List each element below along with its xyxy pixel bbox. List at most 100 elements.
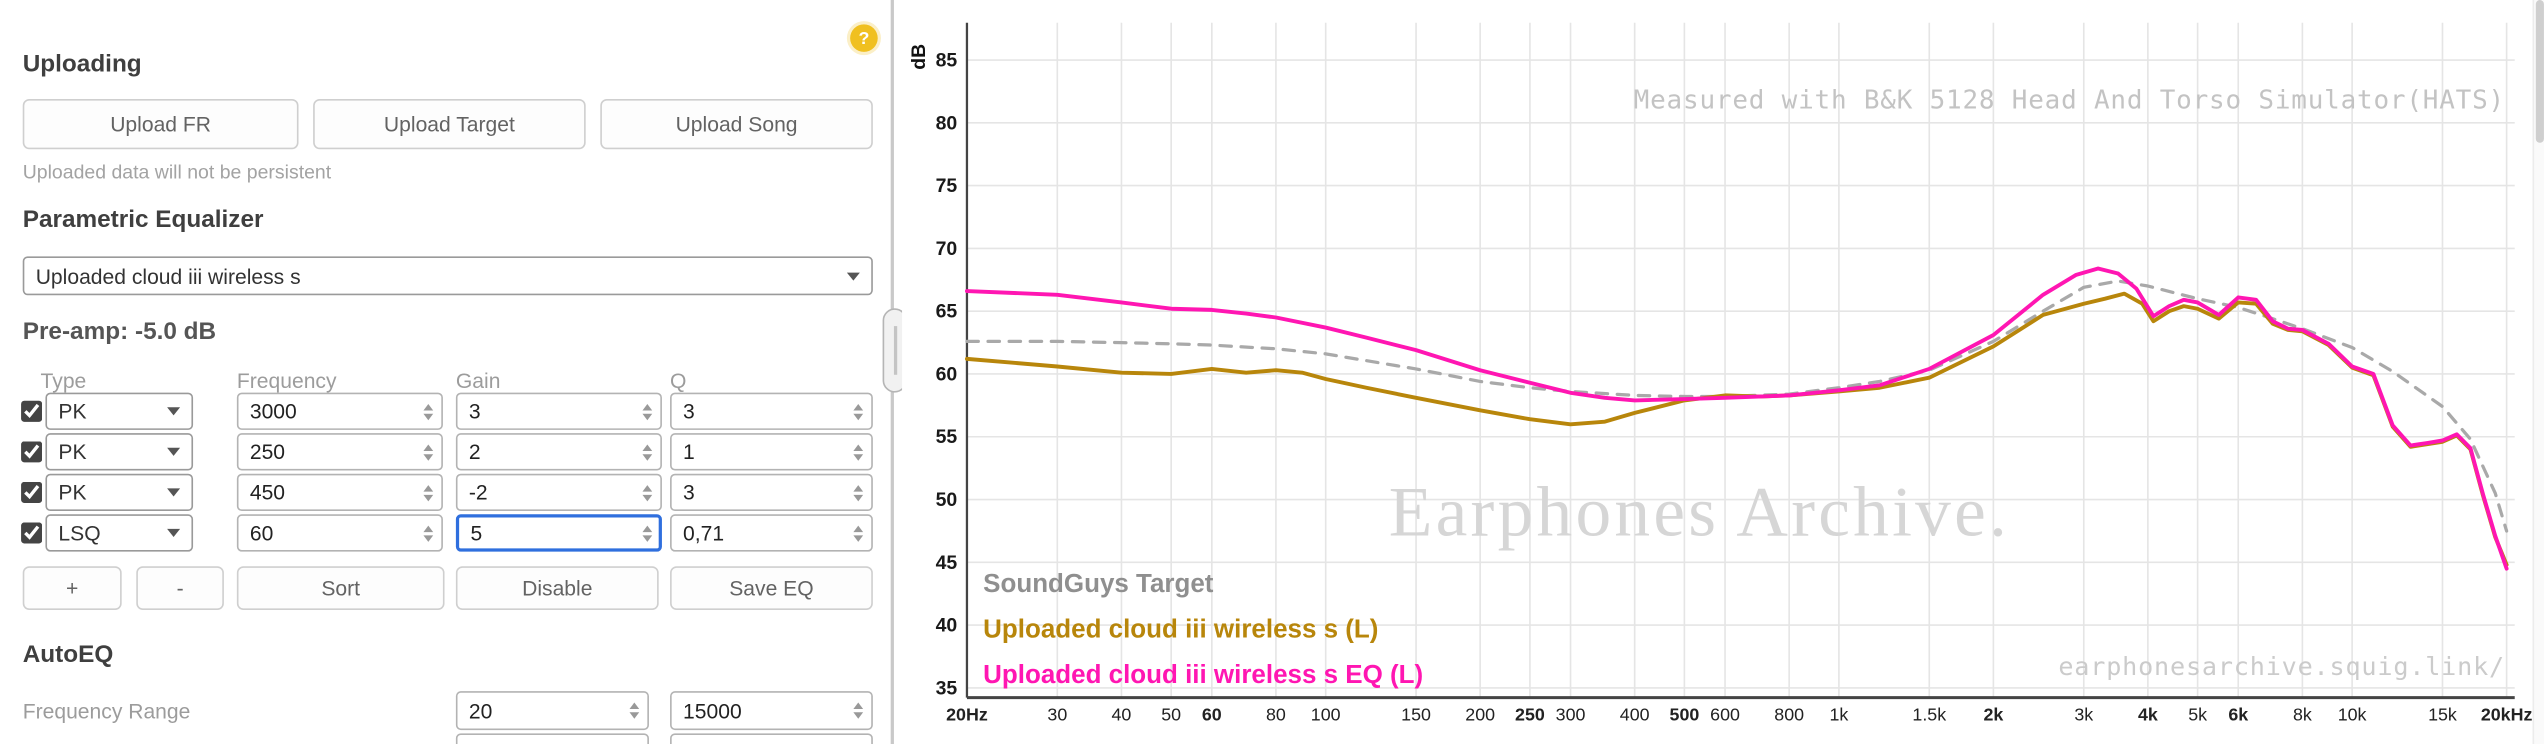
svg-text:100: 100 (1311, 704, 1341, 724)
sort-button[interactable]: Sort (236, 566, 445, 611)
autoeq-title: AutoEQ (22, 640, 114, 669)
svg-text:60: 60 (936, 363, 958, 385)
svg-text:150: 150 (1401, 704, 1431, 724)
save-eq-button[interactable]: Save EQ (670, 566, 873, 611)
filter-frequency-input[interactable] (236, 392, 443, 430)
upload-note: Uploaded data will not be persistent (22, 160, 332, 184)
spinner-icon[interactable] (853, 524, 864, 542)
filter-gain-input-focused[interactable] (455, 514, 662, 552)
filter-enabled-checkbox[interactable] (21, 441, 43, 463)
svg-text:1k: 1k (1829, 704, 1848, 724)
range-max-input[interactable] (670, 691, 873, 731)
range-min-field (455, 691, 649, 731)
spinner-icon[interactable] (642, 403, 653, 420)
svg-text:85: 85 (936, 50, 958, 72)
filter-type-value: PK (58, 480, 87, 505)
filter-frequency-input[interactable] (236, 433, 443, 471)
filter-q-field (670, 473, 873, 512)
spinner-icon[interactable] (423, 524, 434, 542)
svg-text:10k: 10k (2338, 704, 2367, 724)
svg-text:6k: 6k (2228, 704, 2248, 724)
filter-frequency-field (236, 473, 443, 512)
spinner-icon[interactable] (423, 484, 434, 501)
filter-enabled-checkbox[interactable] (21, 400, 43, 422)
filter-gain-input[interactable] (455, 433, 662, 471)
svg-text:60: 60 (1202, 704, 1222, 724)
filter-frequency-field (236, 433, 443, 471)
svg-text:2k: 2k (1983, 704, 2003, 724)
graph-legend: SoundGuys Target Uploaded cloud iii wire… (983, 563, 1423, 699)
filter-enabled-checkbox[interactable] (21, 522, 43, 544)
chevron-down-icon (167, 488, 181, 497)
scrollbar-thumb[interactable] (2535, 0, 2544, 143)
filter-gain-input[interactable] (455, 473, 662, 512)
svg-text:250: 250 (1515, 704, 1545, 724)
filter-type-select[interactable]: PK (45, 392, 194, 430)
spinner-icon[interactable] (642, 484, 653, 501)
chevron-down-icon (167, 528, 181, 538)
svg-text:600: 600 (1710, 704, 1740, 724)
remove-filter-button[interactable]: - (136, 566, 224, 611)
next-row-partial-input[interactable] (455, 733, 649, 744)
svg-text:75: 75 (936, 175, 958, 197)
fr-graph: 35 40 45 50 55 60 65 70 75 80 85 20Hz 30 40 50 60 80 100 1… (936, 22, 2533, 724)
svg-text:3k: 3k (2074, 704, 2093, 724)
column-header-q: Q (670, 368, 687, 393)
range-max-field (670, 691, 873, 731)
spinner-icon[interactable] (642, 443, 653, 460)
filter-type-select[interactable]: PK (45, 433, 194, 471)
filter-gain-field (455, 473, 662, 512)
legend-item-original[interactable]: Uploaded cloud iii wireless s (L) (983, 616, 1379, 645)
column-header-gain: Gain (455, 368, 501, 393)
eq-model-select-value: Uploaded cloud iii wireless s (35, 263, 301, 288)
peq-title: Parametric Equalizer (22, 206, 264, 234)
filter-q-input[interactable] (670, 433, 873, 471)
upload-fr-button[interactable]: Upload FR (22, 98, 299, 150)
add-filter-button[interactable]: + (22, 566, 122, 611)
filter-frequency-input[interactable] (236, 514, 443, 552)
svg-text:65: 65 (936, 301, 958, 323)
range-min-input[interactable] (455, 691, 649, 731)
svg-text:500: 500 (1670, 704, 1700, 724)
spinner-icon[interactable] (423, 443, 434, 460)
spinner-icon[interactable] (642, 524, 653, 542)
svg-text:20kHz: 20kHz (2481, 704, 2533, 724)
upload-song-button[interactable]: Upload Song (600, 98, 873, 150)
uploading-title: Uploading (22, 50, 142, 78)
svg-text:45: 45 (936, 552, 958, 574)
spinner-icon[interactable] (853, 484, 864, 501)
svg-text:55: 55 (936, 426, 958, 448)
svg-text:70: 70 (936, 238, 958, 260)
legend-item-eq[interactable]: Uploaded cloud iii wireless s EQ (L) (983, 661, 1424, 690)
svg-text:80: 80 (1266, 704, 1286, 724)
eq-model-select[interactable]: Uploaded cloud iii wireless s (22, 256, 873, 296)
spinner-icon[interactable] (853, 702, 864, 719)
filter-type-select[interactable]: LSQ (45, 514, 194, 552)
disable-button[interactable]: Disable (455, 566, 659, 611)
svg-text:1.5k: 1.5k (1912, 704, 1946, 724)
filter-gain-input[interactable] (455, 392, 662, 430)
filter-type-value: LSQ (58, 520, 101, 546)
spinner-icon[interactable] (423, 403, 434, 420)
spinner-icon[interactable] (853, 403, 864, 420)
legend-item-target[interactable]: SoundGuys Target (983, 571, 1214, 599)
filter-gain-field (455, 433, 662, 471)
filter-enabled-checkbox[interactable] (21, 481, 43, 503)
spinner-icon[interactable] (629, 702, 640, 719)
filter-gain-field (455, 514, 662, 552)
next-row-partial-input[interactable] (670, 733, 873, 744)
svg-text:8k: 8k (2293, 704, 2312, 724)
spinner-icon[interactable] (853, 443, 864, 460)
svg-text:50: 50 (1161, 704, 1181, 724)
filter-q-input[interactable] (670, 514, 873, 552)
help-icon[interactable]: ? (850, 24, 878, 52)
filter-frequency-input[interactable] (236, 473, 443, 512)
filter-q-input[interactable] (670, 473, 873, 512)
frequency-response-graph-panel: 35 40 45 50 55 60 65 70 75 80 85 20Hz 30 40 50 60 80 100 1… (902, 0, 2544, 744)
column-header-frequency: Frequency (236, 368, 337, 393)
svg-text:15k: 15k (2428, 704, 2457, 724)
filter-q-input[interactable] (670, 392, 873, 430)
filter-type-select[interactable]: PK (45, 473, 194, 512)
upload-target-button[interactable]: Upload Target (313, 98, 586, 150)
